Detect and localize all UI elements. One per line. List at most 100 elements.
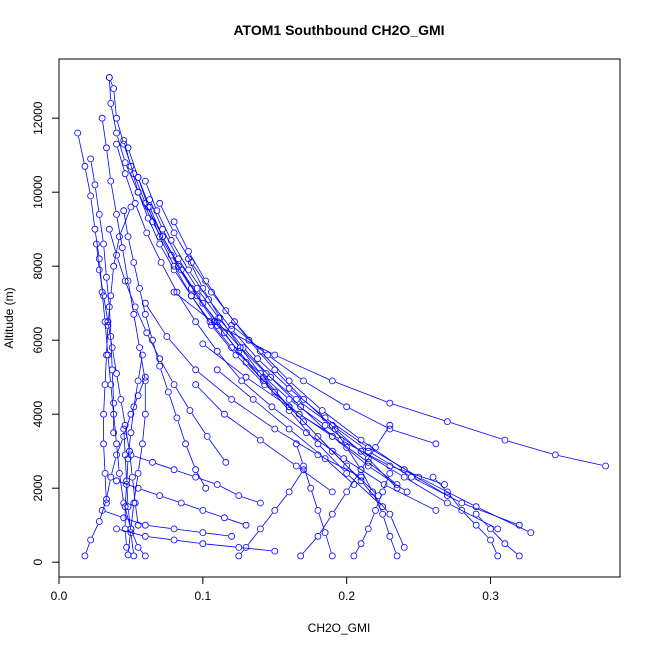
series-segment [117, 147, 125, 171]
data-point [131, 199, 139, 207]
series-segment [99, 217, 104, 241]
series-segment [450, 504, 495, 528]
data-point [134, 377, 142, 385]
series-segment [363, 452, 402, 476]
series-segment [197, 324, 216, 349]
series-segment [414, 478, 459, 502]
data-point [120, 207, 128, 215]
data-point [222, 458, 230, 466]
data-point [256, 525, 264, 533]
series-segment [320, 456, 359, 476]
data-point [110, 85, 118, 92]
series-18 [192, 381, 336, 496]
series-segment [302, 538, 316, 554]
data-point [108, 366, 116, 374]
series-segment [96, 247, 100, 267]
series-segment [276, 372, 302, 398]
series-28 [113, 525, 279, 555]
data-point [127, 429, 135, 437]
series-segment [99, 273, 104, 293]
series-segment [198, 290, 217, 316]
series-segment [179, 268, 196, 294]
data-point [213, 321, 221, 329]
data-point [141, 532, 149, 540]
data-point [357, 540, 365, 548]
data-point [271, 366, 279, 374]
series-segment [306, 382, 344, 406]
series-segment [247, 531, 259, 545]
data-point [515, 552, 523, 560]
data-point [134, 188, 142, 196]
data-point [127, 529, 135, 536]
data-point [527, 529, 535, 536]
series-segment [111, 106, 117, 130]
data-point [285, 395, 293, 403]
data-point [235, 552, 243, 560]
series-segment [116, 217, 123, 245]
data-point [216, 314, 224, 322]
data-point [292, 440, 300, 448]
data-point [321, 455, 329, 463]
data-point [120, 136, 128, 144]
data-point [343, 488, 351, 496]
series-segment [145, 317, 152, 337]
series-segment [349, 408, 387, 428]
data-point [141, 299, 149, 307]
series-segment [186, 446, 195, 467]
data-point [242, 373, 250, 381]
data-point [141, 177, 149, 185]
data-point [242, 544, 250, 551]
series-segment [177, 540, 200, 544]
series-segment [123, 214, 128, 234]
data-point [93, 240, 100, 248]
data-point [264, 351, 271, 359]
series-segment [192, 291, 213, 320]
series-segment [160, 206, 173, 230]
series-segment [362, 472, 372, 489]
series-segment [355, 546, 360, 554]
series-segment [126, 484, 129, 504]
data-point [199, 340, 207, 348]
data-point [104, 321, 112, 329]
data-point [170, 381, 178, 389]
y-axis: 0 2000 4000 6000 8000 10000 12000 [31, 101, 60, 566]
series-segment [90, 162, 95, 182]
series-segment [242, 350, 262, 375]
series-segment [234, 401, 273, 428]
series-segment [198, 477, 215, 484]
series-20 [120, 207, 210, 492]
series-segment [464, 503, 517, 525]
data-point [236, 344, 244, 352]
data-point [271, 351, 279, 359]
series-segment [242, 547, 272, 552]
series-5 [120, 136, 502, 533]
series-segment [146, 184, 156, 208]
series-segment [241, 496, 258, 503]
series-segment [265, 379, 288, 405]
data-point [472, 510, 480, 518]
data-point [173, 414, 181, 422]
data-point [134, 521, 142, 529]
series-segment [206, 511, 222, 518]
data-point [192, 381, 200, 389]
series-segment [104, 476, 107, 500]
series-segment [233, 349, 259, 372]
data-point [228, 321, 236, 329]
data-point [139, 440, 146, 448]
series-segment [337, 431, 366, 457]
data-point [400, 473, 408, 481]
data-point [170, 288, 178, 296]
series-segment [335, 381, 387, 403]
series-segment [135, 506, 139, 522]
series-14 [228, 321, 440, 448]
data-point [386, 425, 394, 433]
data-point [131, 499, 139, 507]
data-point [242, 521, 250, 529]
series-segment [139, 291, 145, 311]
data-point [173, 288, 181, 296]
series-segment [327, 460, 352, 483]
data-point [103, 499, 110, 507]
series-segment [121, 402, 125, 422]
series-segment [85, 543, 90, 553]
series-segment [147, 335, 159, 356]
